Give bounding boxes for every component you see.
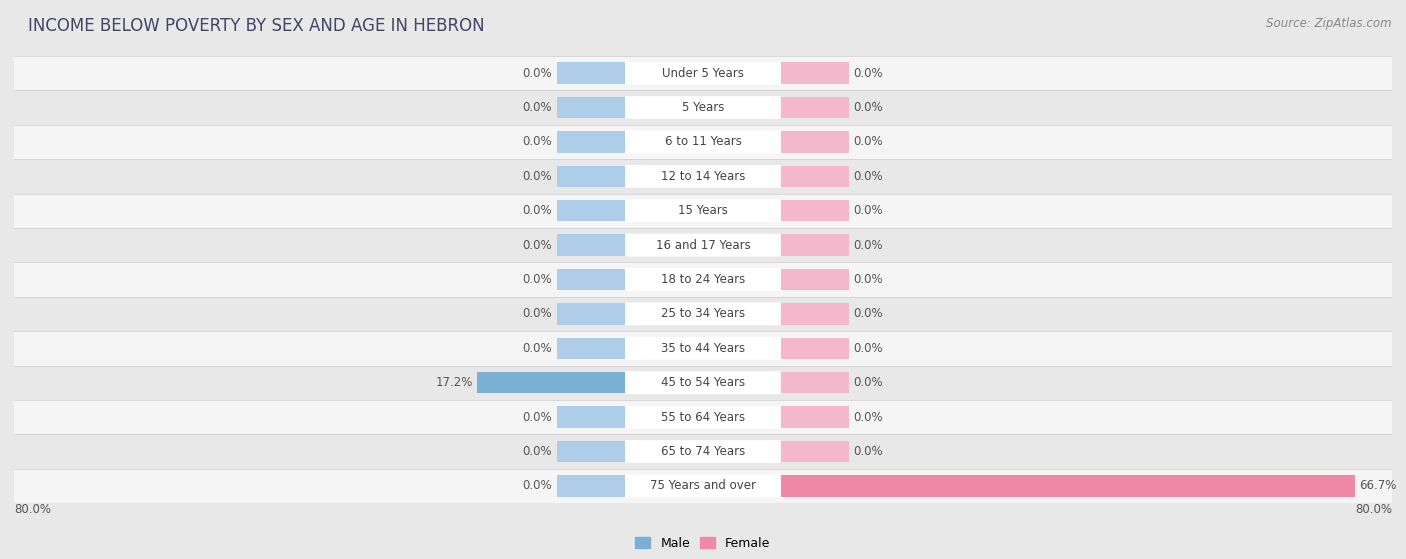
Text: 5 Years: 5 Years	[682, 101, 724, 114]
Text: 0.0%: 0.0%	[853, 376, 883, 389]
Text: 0.0%: 0.0%	[523, 170, 553, 183]
Bar	[780, 406, 849, 428]
Text: 0.0%: 0.0%	[523, 204, 553, 217]
Bar	[14, 400, 1392, 434]
Bar	[478, 372, 626, 394]
Text: 12 to 14 Years: 12 to 14 Years	[661, 170, 745, 183]
Text: 0.0%: 0.0%	[853, 342, 883, 355]
Text: 0.0%: 0.0%	[523, 135, 553, 148]
Text: 0.0%: 0.0%	[853, 204, 883, 217]
Text: 75 Years and over: 75 Years and over	[650, 480, 756, 492]
Bar	[780, 441, 849, 462]
FancyBboxPatch shape	[626, 234, 780, 257]
Text: 0.0%: 0.0%	[523, 480, 553, 492]
Bar	[780, 303, 849, 325]
Bar	[14, 193, 1392, 228]
FancyBboxPatch shape	[626, 440, 780, 463]
FancyBboxPatch shape	[626, 371, 780, 394]
Text: Source: ZipAtlas.com: Source: ZipAtlas.com	[1267, 17, 1392, 30]
Text: 0.0%: 0.0%	[523, 445, 553, 458]
Bar	[14, 125, 1392, 159]
Bar	[780, 338, 849, 359]
Bar	[780, 165, 849, 187]
Bar	[557, 165, 626, 187]
FancyBboxPatch shape	[626, 61, 780, 84]
Bar	[14, 91, 1392, 125]
Text: 0.0%: 0.0%	[523, 273, 553, 286]
FancyBboxPatch shape	[626, 475, 780, 498]
Text: 0.0%: 0.0%	[853, 101, 883, 114]
Bar	[780, 200, 849, 221]
FancyBboxPatch shape	[626, 131, 780, 153]
Text: 0.0%: 0.0%	[523, 239, 553, 252]
Bar	[14, 56, 1392, 91]
Text: 0.0%: 0.0%	[523, 101, 553, 114]
Text: INCOME BELOW POVERTY BY SEX AND AGE IN HEBRON: INCOME BELOW POVERTY BY SEX AND AGE IN H…	[28, 17, 485, 35]
Bar	[557, 200, 626, 221]
Text: 45 to 54 Years: 45 to 54 Years	[661, 376, 745, 389]
Bar	[14, 262, 1392, 297]
Text: 18 to 24 Years: 18 to 24 Years	[661, 273, 745, 286]
FancyBboxPatch shape	[626, 165, 780, 188]
Bar	[14, 228, 1392, 262]
FancyBboxPatch shape	[626, 406, 780, 428]
Text: 65 to 74 Years: 65 to 74 Years	[661, 445, 745, 458]
Text: 15 Years: 15 Years	[678, 204, 728, 217]
Text: 0.0%: 0.0%	[523, 411, 553, 424]
FancyBboxPatch shape	[626, 337, 780, 359]
Text: 80.0%: 80.0%	[1355, 503, 1392, 516]
Bar	[780, 97, 849, 118]
Bar	[557, 97, 626, 118]
FancyBboxPatch shape	[626, 302, 780, 325]
Text: 0.0%: 0.0%	[853, 411, 883, 424]
Bar	[557, 234, 626, 256]
Text: 55 to 64 Years: 55 to 64 Years	[661, 411, 745, 424]
FancyBboxPatch shape	[626, 96, 780, 119]
Text: 0.0%: 0.0%	[523, 67, 553, 79]
Bar	[557, 406, 626, 428]
Bar	[557, 131, 626, 153]
Text: 35 to 44 Years: 35 to 44 Years	[661, 342, 745, 355]
Bar	[557, 303, 626, 325]
Bar	[14, 297, 1392, 331]
FancyBboxPatch shape	[626, 200, 780, 222]
Text: 0.0%: 0.0%	[853, 67, 883, 79]
FancyBboxPatch shape	[626, 268, 780, 291]
Text: 0.0%: 0.0%	[523, 307, 553, 320]
Bar	[14, 159, 1392, 193]
Bar	[14, 331, 1392, 366]
Text: 6 to 11 Years: 6 to 11 Years	[665, 135, 741, 148]
Text: 25 to 34 Years: 25 to 34 Years	[661, 307, 745, 320]
Bar	[557, 475, 626, 496]
Bar	[557, 63, 626, 84]
Text: 17.2%: 17.2%	[436, 376, 472, 389]
Bar	[780, 269, 849, 290]
Text: 16 and 17 Years: 16 and 17 Years	[655, 239, 751, 252]
Text: 0.0%: 0.0%	[853, 135, 883, 148]
Text: 66.7%: 66.7%	[1360, 480, 1396, 492]
Bar	[557, 269, 626, 290]
Bar	[14, 434, 1392, 468]
Bar	[557, 441, 626, 462]
Bar	[780, 131, 849, 153]
Text: 0.0%: 0.0%	[853, 273, 883, 286]
Legend: Male, Female: Male, Female	[630, 532, 776, 555]
Text: 0.0%: 0.0%	[523, 342, 553, 355]
Text: 0.0%: 0.0%	[853, 239, 883, 252]
Text: Under 5 Years: Under 5 Years	[662, 67, 744, 79]
Bar	[14, 366, 1392, 400]
Text: 0.0%: 0.0%	[853, 307, 883, 320]
Text: 0.0%: 0.0%	[853, 445, 883, 458]
Text: 80.0%: 80.0%	[14, 503, 51, 516]
Bar	[780, 234, 849, 256]
Text: 0.0%: 0.0%	[853, 170, 883, 183]
Bar	[557, 338, 626, 359]
Bar	[780, 475, 1355, 496]
Bar	[780, 372, 849, 394]
Bar	[780, 63, 849, 84]
Bar	[14, 468, 1392, 503]
